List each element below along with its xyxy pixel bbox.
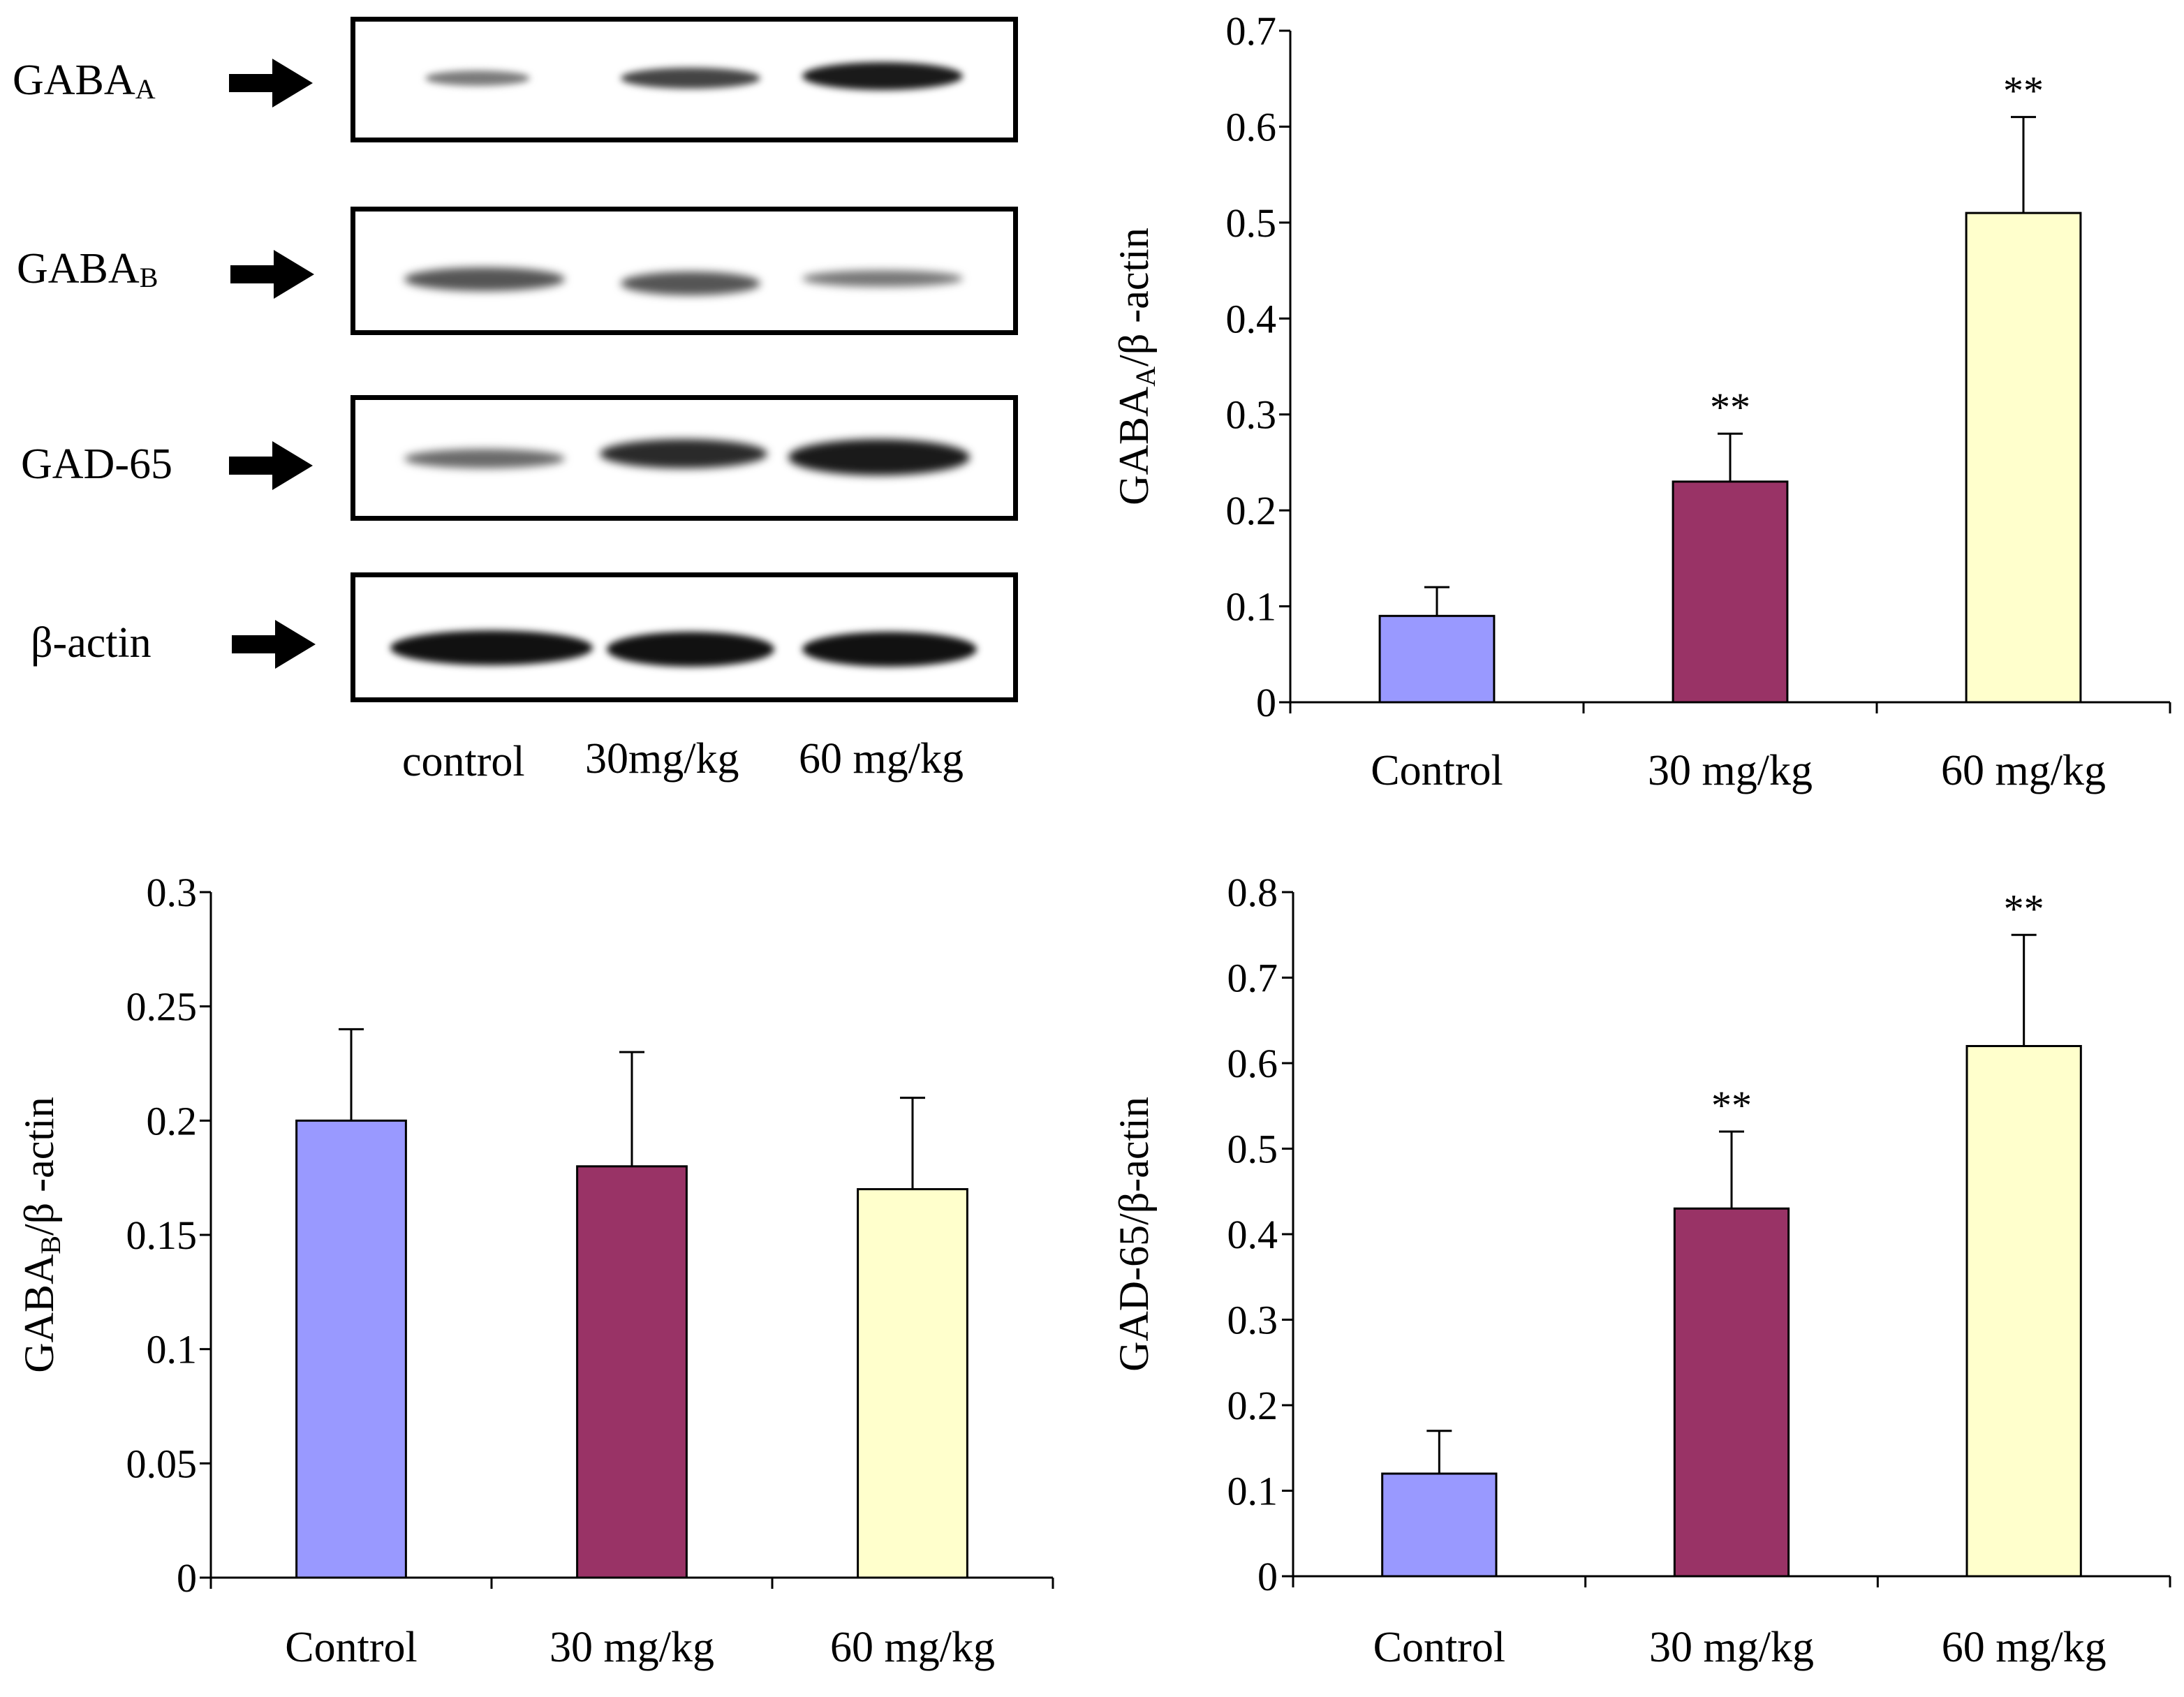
y-tick-label: 0.6	[1226, 104, 1277, 149]
significance-marker: **	[1710, 385, 1750, 430]
blot-band	[607, 632, 774, 667]
blot-band	[621, 68, 760, 89]
x-category-label: 30 mg/kg	[549, 1624, 714, 1671]
y-tick-label: 0.1	[1227, 1469, 1278, 1514]
y-tick-label: 0.15	[126, 1213, 198, 1258]
y-axis-label: GAD-65/β-actin	[1111, 1097, 1157, 1372]
y-tick-label: 0.5	[1226, 200, 1277, 246]
bar	[1673, 1207, 1790, 1578]
blot-label-beta-actin: β-actin	[31, 619, 152, 667]
y-tick-label: 0.5	[1227, 1127, 1278, 1172]
lane-label-30mg: 30mg/kg	[585, 735, 739, 783]
blot-band	[788, 439, 970, 475]
y-tick-label: 0.25	[126, 984, 198, 1030]
blot-band	[802, 270, 963, 287]
y-axis-label: GABAA/β -actin	[1111, 228, 1161, 505]
y-tick-label: 0.2	[1227, 1383, 1278, 1428]
y-tick-label: 0.6	[1227, 1041, 1278, 1086]
x-category-label: 60 mg/kg	[830, 1624, 995, 1671]
x-category-label: 30 mg/kg	[1648, 747, 1813, 794]
y-tick-label: 0.7	[1226, 8, 1277, 54]
y-tick-label: 0.3	[147, 870, 198, 915]
bar	[1378, 614, 1496, 704]
y-axis-label: GABAB/β -actin	[16, 1097, 66, 1372]
blot-band	[802, 62, 963, 90]
blot-strip-gad65	[351, 395, 1018, 521]
bar	[576, 1165, 688, 1579]
arrow-right-icon	[230, 250, 314, 299]
blot-label-gad65: GAD-65	[21, 440, 172, 488]
blot-band	[425, 71, 530, 86]
significance-marker: **	[2003, 68, 2044, 114]
x-category-label: Control	[1371, 747, 1503, 794]
y-tick-label: 0	[1257, 1554, 1278, 1599]
blot-band	[600, 439, 767, 468]
bar	[857, 1188, 968, 1579]
significance-marker: **	[1711, 1083, 1752, 1128]
arrow-right-icon	[229, 441, 313, 490]
blot-label-gaba-b: GABAB	[17, 245, 158, 293]
y-tick-label: 0.2	[147, 1098, 198, 1143]
arrow-right-icon	[232, 620, 316, 669]
y-tick-label: 0.7	[1227, 956, 1278, 1001]
lane-label-control: control	[402, 738, 525, 785]
blot-strip-gaba-b	[351, 207, 1018, 335]
blot-strip-gaba-a	[351, 17, 1018, 142]
x-category-label: 60 mg/kg	[1942, 1624, 2106, 1671]
chart-gad65: 0 0.1 0.2 0.3 0.4 0.5 0.6 0.7 0.8 Control ** 30 mg/…	[1111, 870, 2171, 1671]
blot-band	[404, 449, 565, 468]
blot-band	[390, 630, 593, 665]
y-tick-label: 0.4	[1226, 296, 1277, 341]
y-tick-label: 0.4	[1227, 1212, 1278, 1257]
x-category-label: Control	[285, 1624, 417, 1671]
x-category-label: 60 mg/kg	[1941, 747, 2106, 794]
lane-label-60mg: 60 mg/kg	[799, 735, 964, 783]
chart-gaba-b: 0 0.05 0.1 0.15 0.2 0.25 0.3 Control 30 mg/kg 60 …	[16, 870, 1054, 1671]
x-category-label: Control	[1373, 1624, 1505, 1671]
bar	[1381, 1472, 1498, 1578]
x-category-label: 30 mg/kg	[1649, 1624, 1814, 1671]
bar	[1965, 1045, 2082, 1578]
bar	[1965, 212, 2082, 704]
arrow-right-icon	[229, 59, 313, 108]
y-tick-label: 0.2	[1226, 488, 1277, 533]
bar	[1672, 480, 1789, 704]
blot-label-gaba-a: GABAA	[13, 57, 156, 105]
y-tick-label: 0	[177, 1555, 197, 1601]
bar	[295, 1119, 407, 1579]
y-tick-label: 0.1	[1226, 584, 1277, 630]
significance-marker: **	[2004, 886, 2044, 931]
blot-band	[621, 272, 760, 295]
y-tick-label: 0	[1256, 680, 1276, 725]
blot-band	[404, 267, 565, 291]
blot-band	[802, 632, 977, 667]
y-tick-label: 0.3	[1227, 1298, 1278, 1343]
chart-gaba-a: 0 0.1 0.2 0.3 0.4 0.5 0.6 0.7 Control ** 30 mg/kg *…	[1111, 8, 2171, 794]
y-tick-label: 0.8	[1227, 870, 1278, 915]
y-tick-label: 0.05	[126, 1441, 198, 1486]
y-tick-label: 0.1	[147, 1327, 198, 1372]
y-tick-label: 0.3	[1226, 392, 1277, 438]
blot-strip-beta-actin	[351, 572, 1018, 702]
